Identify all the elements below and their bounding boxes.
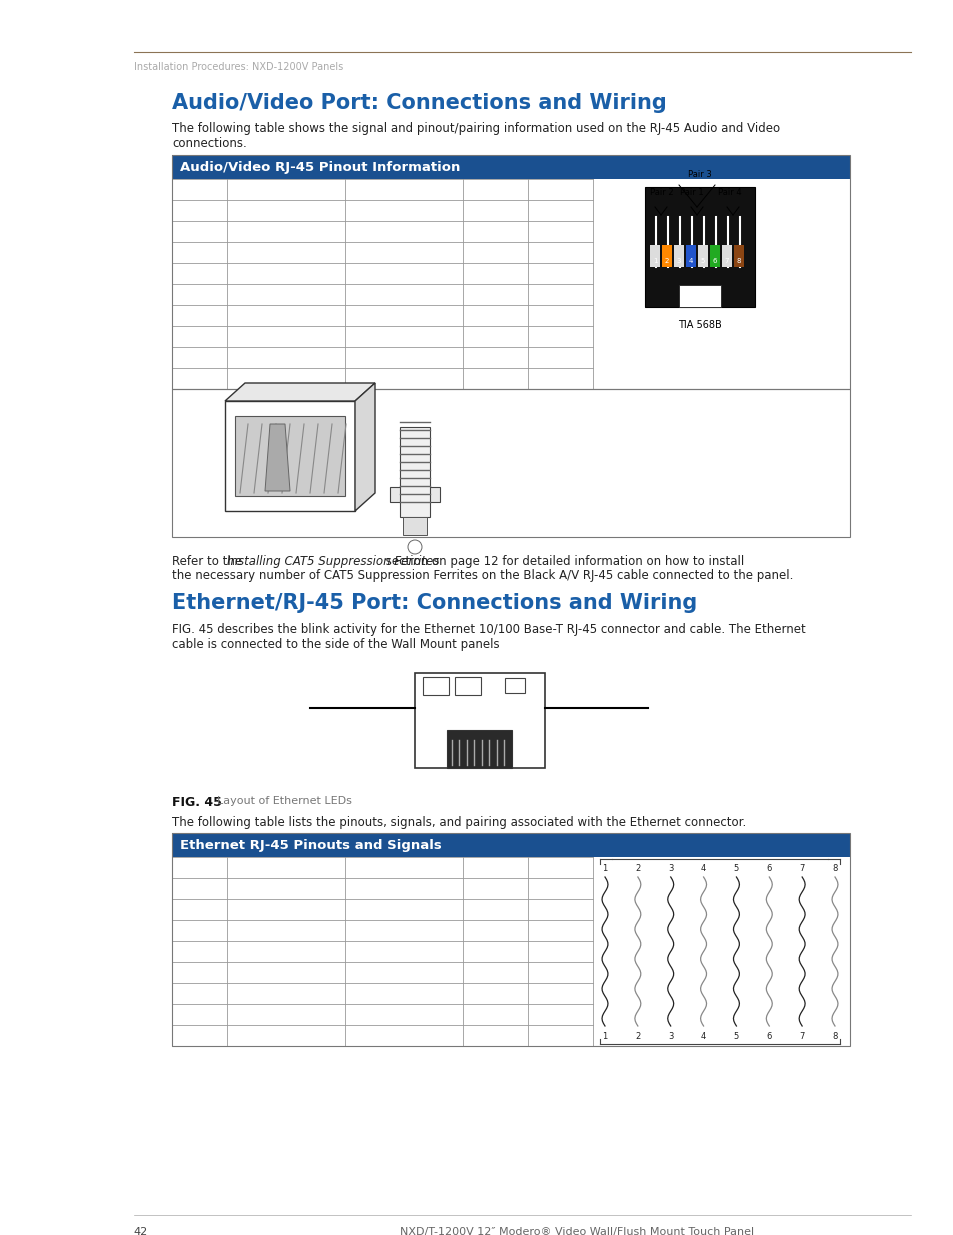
Bar [399,427,430,517]
Text: 3: 3 [676,258,680,264]
Bar [172,156,849,389]
Bar [422,677,449,695]
Text: 7: 7 [799,1032,804,1041]
Text: 4: 4 [700,864,705,873]
Polygon shape [265,424,290,492]
Bar [172,832,849,1046]
Text: 8: 8 [831,864,837,873]
Ellipse shape [408,540,421,555]
Bar [447,730,512,768]
Bar [455,677,480,695]
Text: 7: 7 [724,258,728,264]
Bar [679,285,720,308]
Text: 6: 6 [766,1032,771,1041]
Text: 6: 6 [712,258,717,264]
Text: Pair 3: Pair 3 [687,170,711,179]
Text: Pair 2: Pair 2 [650,188,673,198]
Polygon shape [225,383,375,401]
Text: 2: 2 [664,258,668,264]
Text: Refer to the: Refer to the [172,555,246,568]
Bar [673,245,683,267]
Text: 4: 4 [688,258,693,264]
Text: Installation Procedures: NXD-1200V Panels: Installation Procedures: NXD-1200V Panel… [133,62,342,72]
Bar [649,245,659,267]
Text: TIA 568B: TIA 568B [678,320,721,330]
Bar [644,186,754,308]
Bar [234,416,345,496]
Text: 6: 6 [766,864,771,873]
Text: FIG. 45 describes the blink activity for the Ethernet 10/100 Base-T RJ-45 connec: FIG. 45 describes the blink activity for… [172,622,805,651]
Text: The following table lists the pinouts, signals, and pairing associated with the : The following table lists the pinouts, s… [172,816,745,829]
Text: 8: 8 [736,258,740,264]
Bar [172,389,849,537]
Bar [661,245,671,267]
Text: Pair 1: Pair 1 [679,188,703,198]
Bar [721,245,731,267]
Bar [402,517,427,535]
Text: 2: 2 [635,1032,639,1041]
Bar [415,673,544,768]
Text: 1: 1 [601,1032,607,1041]
Bar [698,245,707,267]
Text: Ethernet/RJ-45 Port: Connections and Wiring: Ethernet/RJ-45 Port: Connections and Wir… [172,593,697,613]
Text: 5: 5 [700,258,704,264]
Text: 8: 8 [831,1032,837,1041]
Bar [225,401,355,511]
Text: Installing CAT5 Suppression Ferrites: Installing CAT5 Suppression Ferrites [227,555,439,568]
Text: NXD/T-1200V 12″ Modero® Video Wall/Flush Mount Touch Panel: NXD/T-1200V 12″ Modero® Video Wall/Flush… [399,1228,753,1235]
Text: 3: 3 [667,1032,673,1041]
Text: Audio/Video Port: Connections and Wiring: Audio/Video Port: Connections and Wiring [172,93,666,112]
Text: 42: 42 [133,1228,148,1235]
Text: the necessary number of CAT5 Suppression Ferrites on the Black A/V RJ-45 cable c: the necessary number of CAT5 Suppression… [172,569,793,582]
Text: Layout of Ethernet LEDs: Layout of Ethernet LEDs [210,797,352,806]
Text: FIG. 45: FIG. 45 [172,797,222,809]
Bar [390,487,439,501]
Text: Ethernet RJ-45 Pinouts and Signals: Ethernet RJ-45 Pinouts and Signals [180,840,441,852]
Text: 7: 7 [799,864,804,873]
Bar [504,678,524,693]
Bar [685,245,696,267]
Text: 1: 1 [652,258,657,264]
Text: Pair 4: Pair 4 [718,188,741,198]
Text: 4: 4 [700,1032,705,1041]
Text: 5: 5 [733,864,739,873]
Text: 3: 3 [667,864,673,873]
Text: 1: 1 [601,864,607,873]
Bar [733,245,743,267]
Bar [709,245,720,267]
Polygon shape [355,383,375,511]
Text: Audio/Video RJ-45 Pinout Information: Audio/Video RJ-45 Pinout Information [180,162,460,174]
Text: 5: 5 [733,1032,739,1041]
Bar [172,832,849,857]
Text: 2: 2 [635,864,639,873]
Text: section on page 12 for detailed information on how to install: section on page 12 for detailed informat… [381,555,743,568]
Bar [172,156,849,179]
Text: The following table shows the signal and pinout/pairing information used on the : The following table shows the signal and… [172,122,780,149]
